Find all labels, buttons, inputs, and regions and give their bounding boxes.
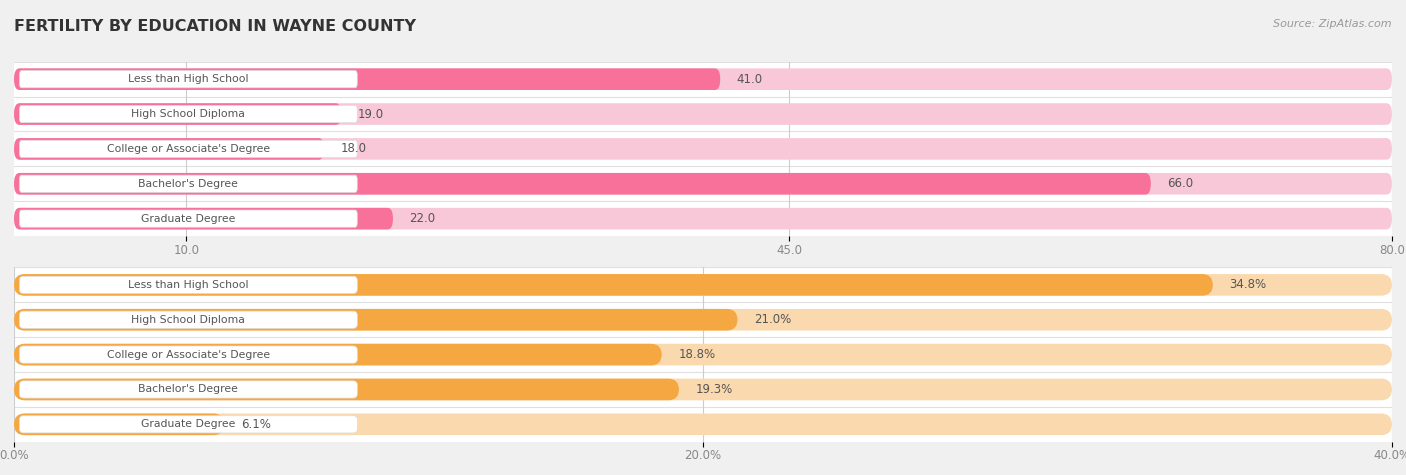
Text: 19.3%: 19.3% <box>696 383 733 396</box>
Text: High School Diploma: High School Diploma <box>131 315 245 325</box>
FancyBboxPatch shape <box>14 62 1392 96</box>
FancyBboxPatch shape <box>20 276 357 294</box>
Text: 6.1%: 6.1% <box>240 418 270 431</box>
FancyBboxPatch shape <box>20 105 357 123</box>
FancyBboxPatch shape <box>20 71 357 88</box>
Text: 34.8%: 34.8% <box>1229 278 1267 291</box>
FancyBboxPatch shape <box>14 173 1152 195</box>
Text: 41.0: 41.0 <box>737 73 763 86</box>
Text: College or Associate's Degree: College or Associate's Degree <box>107 350 270 360</box>
FancyBboxPatch shape <box>14 309 1392 331</box>
Text: High School Diploma: High School Diploma <box>131 109 245 119</box>
Text: Bachelor's Degree: Bachelor's Degree <box>138 384 238 394</box>
FancyBboxPatch shape <box>14 132 1392 166</box>
FancyBboxPatch shape <box>20 140 357 158</box>
FancyBboxPatch shape <box>14 274 1213 295</box>
FancyBboxPatch shape <box>20 346 357 363</box>
FancyBboxPatch shape <box>14 302 1392 337</box>
FancyBboxPatch shape <box>14 274 1392 295</box>
Text: Graduate Degree: Graduate Degree <box>141 419 236 429</box>
FancyBboxPatch shape <box>14 309 738 331</box>
Text: Less than High School: Less than High School <box>128 280 249 290</box>
FancyBboxPatch shape <box>14 344 1392 365</box>
FancyBboxPatch shape <box>14 103 1392 125</box>
Text: 66.0: 66.0 <box>1167 177 1194 190</box>
Text: Less than High School: Less than High School <box>128 74 249 84</box>
FancyBboxPatch shape <box>14 208 394 229</box>
Text: 21.0%: 21.0% <box>754 313 792 326</box>
Text: College or Associate's Degree: College or Associate's Degree <box>107 144 270 154</box>
FancyBboxPatch shape <box>20 311 357 328</box>
Text: 18.0: 18.0 <box>340 142 367 155</box>
FancyBboxPatch shape <box>14 68 1392 90</box>
FancyBboxPatch shape <box>20 210 357 227</box>
FancyBboxPatch shape <box>14 414 224 435</box>
Text: 18.8%: 18.8% <box>678 348 716 361</box>
FancyBboxPatch shape <box>14 267 1392 302</box>
FancyBboxPatch shape <box>20 416 357 433</box>
FancyBboxPatch shape <box>14 68 720 90</box>
FancyBboxPatch shape <box>14 337 1392 372</box>
FancyBboxPatch shape <box>14 407 1392 442</box>
FancyBboxPatch shape <box>14 379 1392 400</box>
Text: FERTILITY BY EDUCATION IN WAYNE COUNTY: FERTILITY BY EDUCATION IN WAYNE COUNTY <box>14 19 416 34</box>
FancyBboxPatch shape <box>14 208 1392 229</box>
Text: 22.0: 22.0 <box>409 212 436 225</box>
Text: 19.0: 19.0 <box>359 107 384 121</box>
FancyBboxPatch shape <box>14 166 1392 201</box>
FancyBboxPatch shape <box>14 344 662 365</box>
FancyBboxPatch shape <box>14 96 1392 132</box>
FancyBboxPatch shape <box>14 379 679 400</box>
FancyBboxPatch shape <box>14 201 1392 236</box>
Text: Bachelor's Degree: Bachelor's Degree <box>138 179 238 189</box>
FancyBboxPatch shape <box>20 381 357 398</box>
FancyBboxPatch shape <box>14 414 1392 435</box>
FancyBboxPatch shape <box>14 372 1392 407</box>
FancyBboxPatch shape <box>14 173 1392 195</box>
FancyBboxPatch shape <box>20 175 357 192</box>
Text: Source: ZipAtlas.com: Source: ZipAtlas.com <box>1274 19 1392 29</box>
FancyBboxPatch shape <box>14 138 1392 160</box>
FancyBboxPatch shape <box>14 103 342 125</box>
Text: Graduate Degree: Graduate Degree <box>141 214 236 224</box>
FancyBboxPatch shape <box>14 138 325 160</box>
